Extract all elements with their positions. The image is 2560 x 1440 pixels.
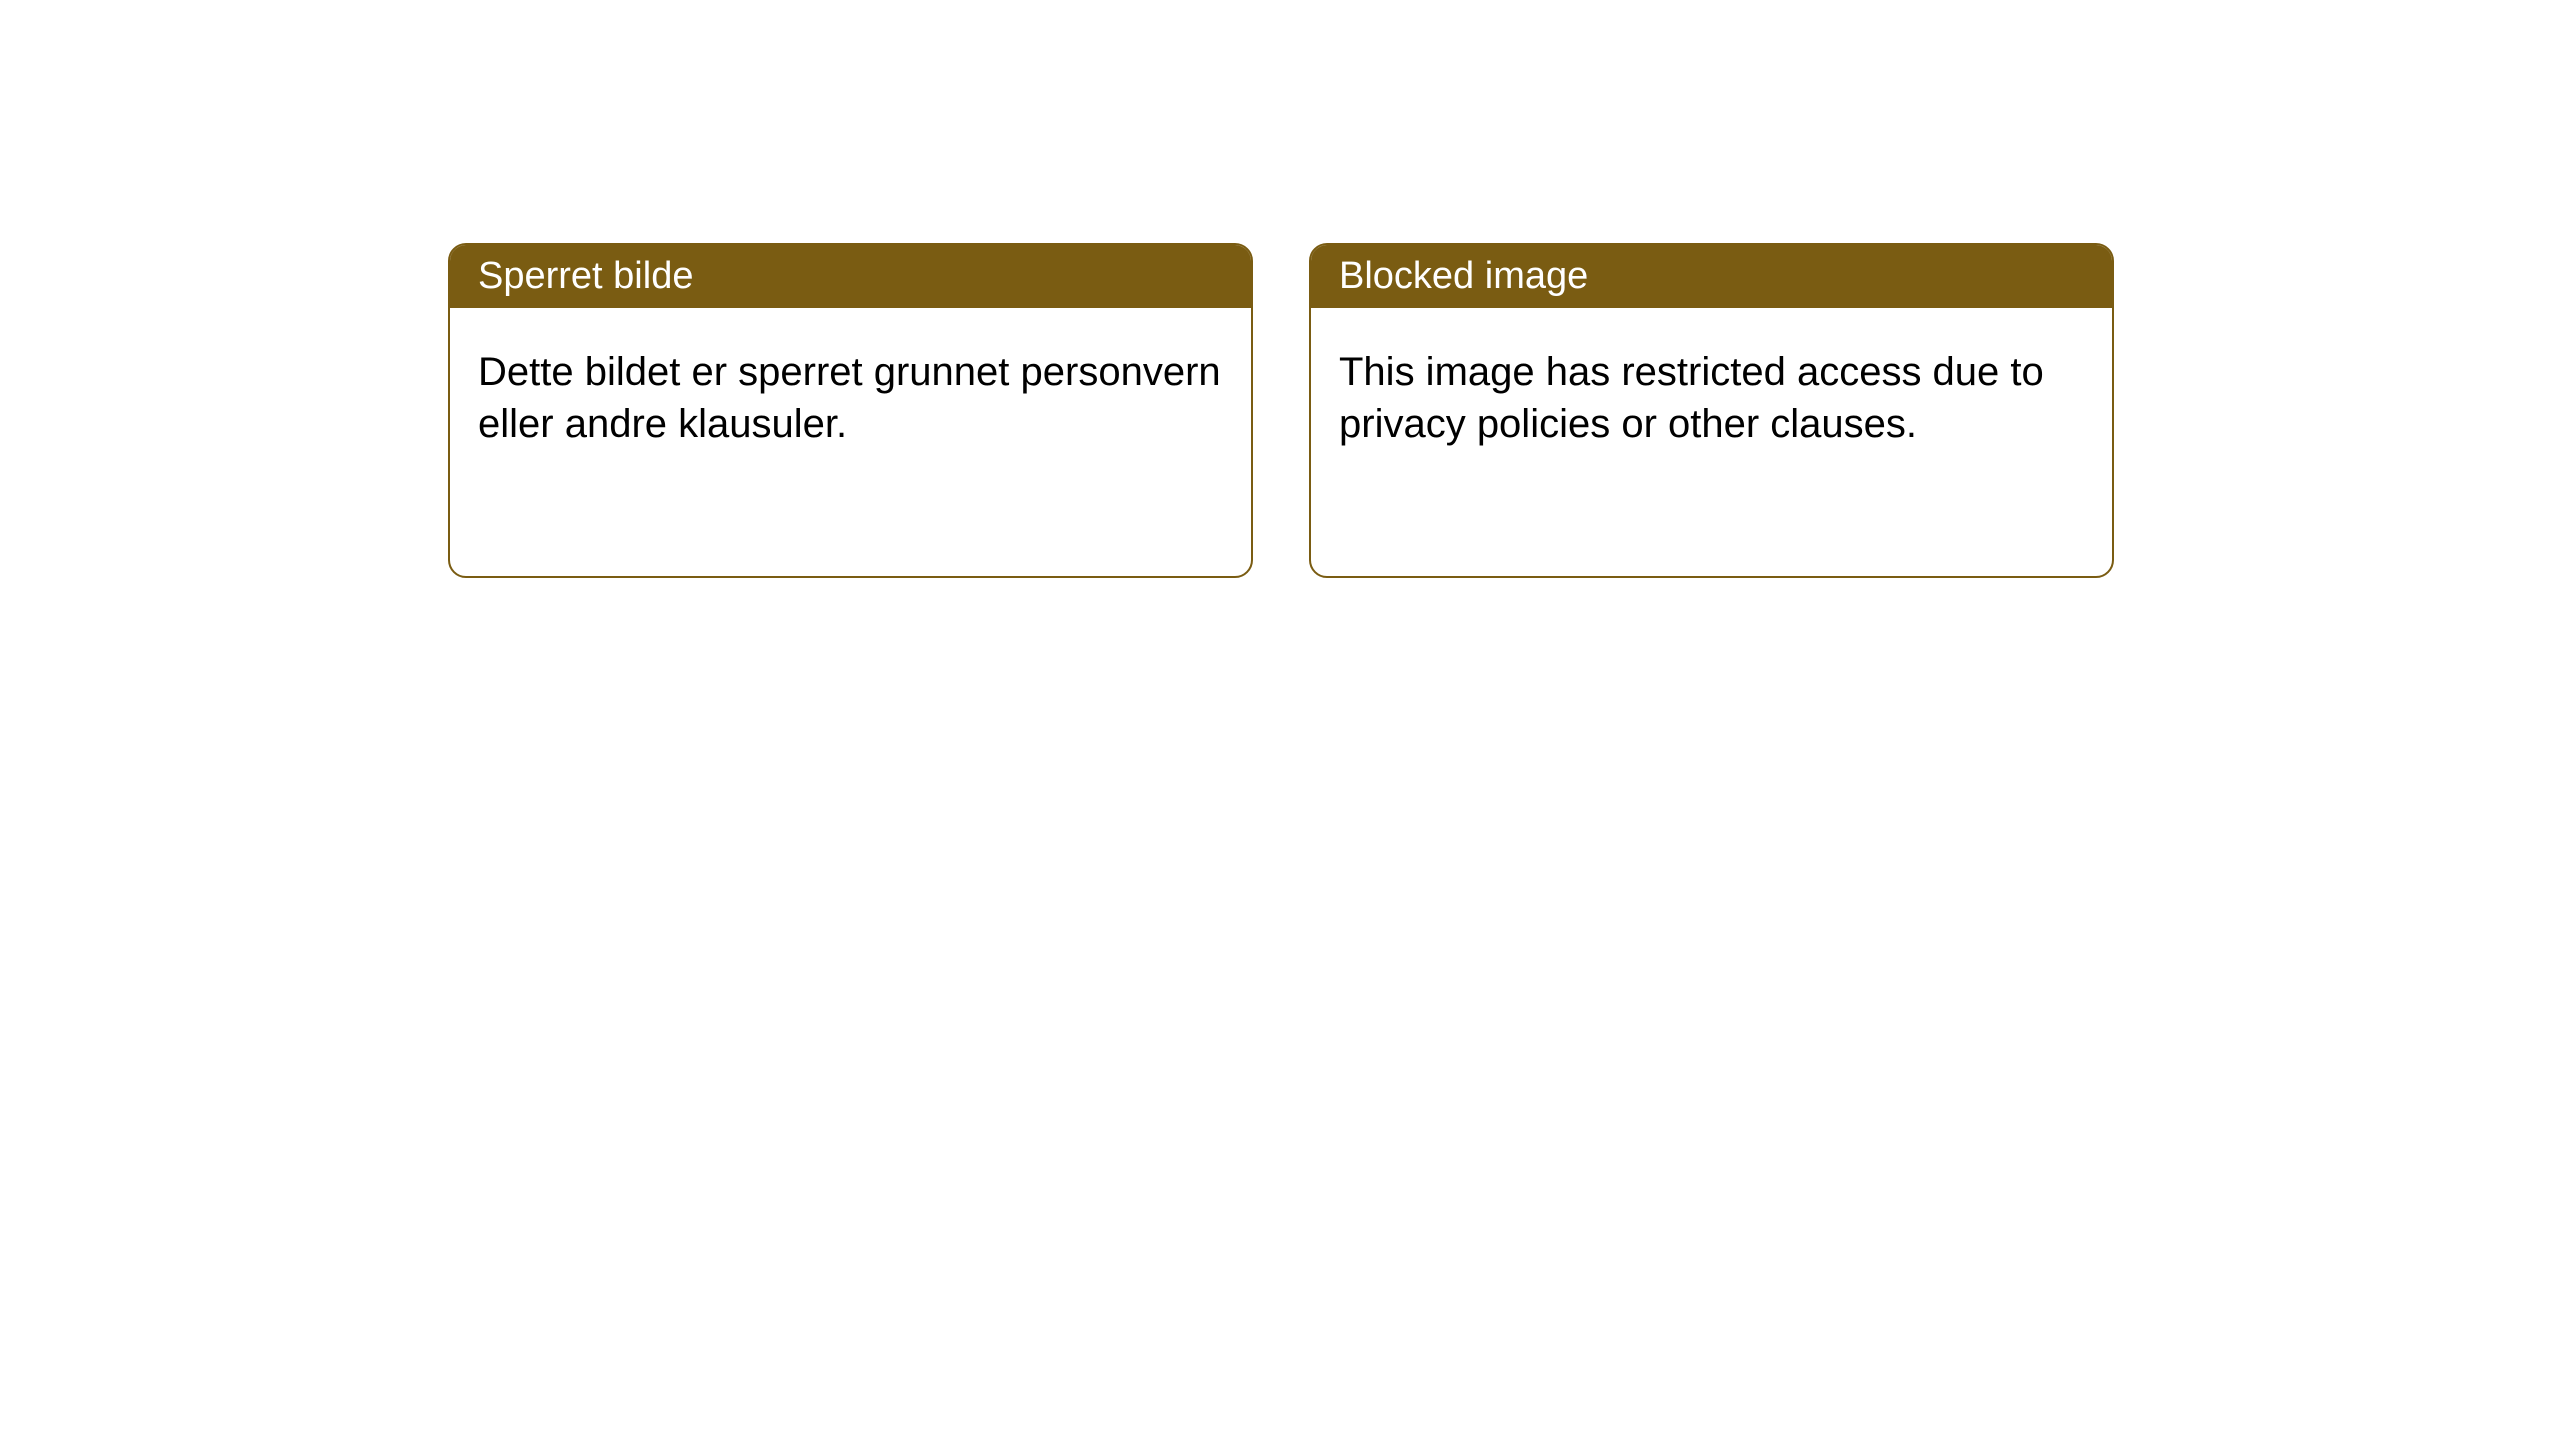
card-body: This image has restricted access due to … — [1311, 308, 2112, 488]
notice-card-english: Blocked image This image has restricted … — [1309, 243, 2114, 578]
notice-cards-container: Sperret bilde Dette bildet er sperret gr… — [0, 0, 2560, 578]
card-header: Sperret bilde — [450, 245, 1251, 308]
card-header: Blocked image — [1311, 245, 2112, 308]
card-title: Blocked image — [1339, 255, 1588, 297]
card-body-text: Dette bildet er sperret grunnet personve… — [478, 350, 1221, 446]
card-body: Dette bildet er sperret grunnet personve… — [450, 308, 1251, 488]
card-title: Sperret bilde — [478, 255, 693, 297]
notice-card-norwegian: Sperret bilde Dette bildet er sperret gr… — [448, 243, 1253, 578]
card-body-text: This image has restricted access due to … — [1339, 350, 2044, 446]
